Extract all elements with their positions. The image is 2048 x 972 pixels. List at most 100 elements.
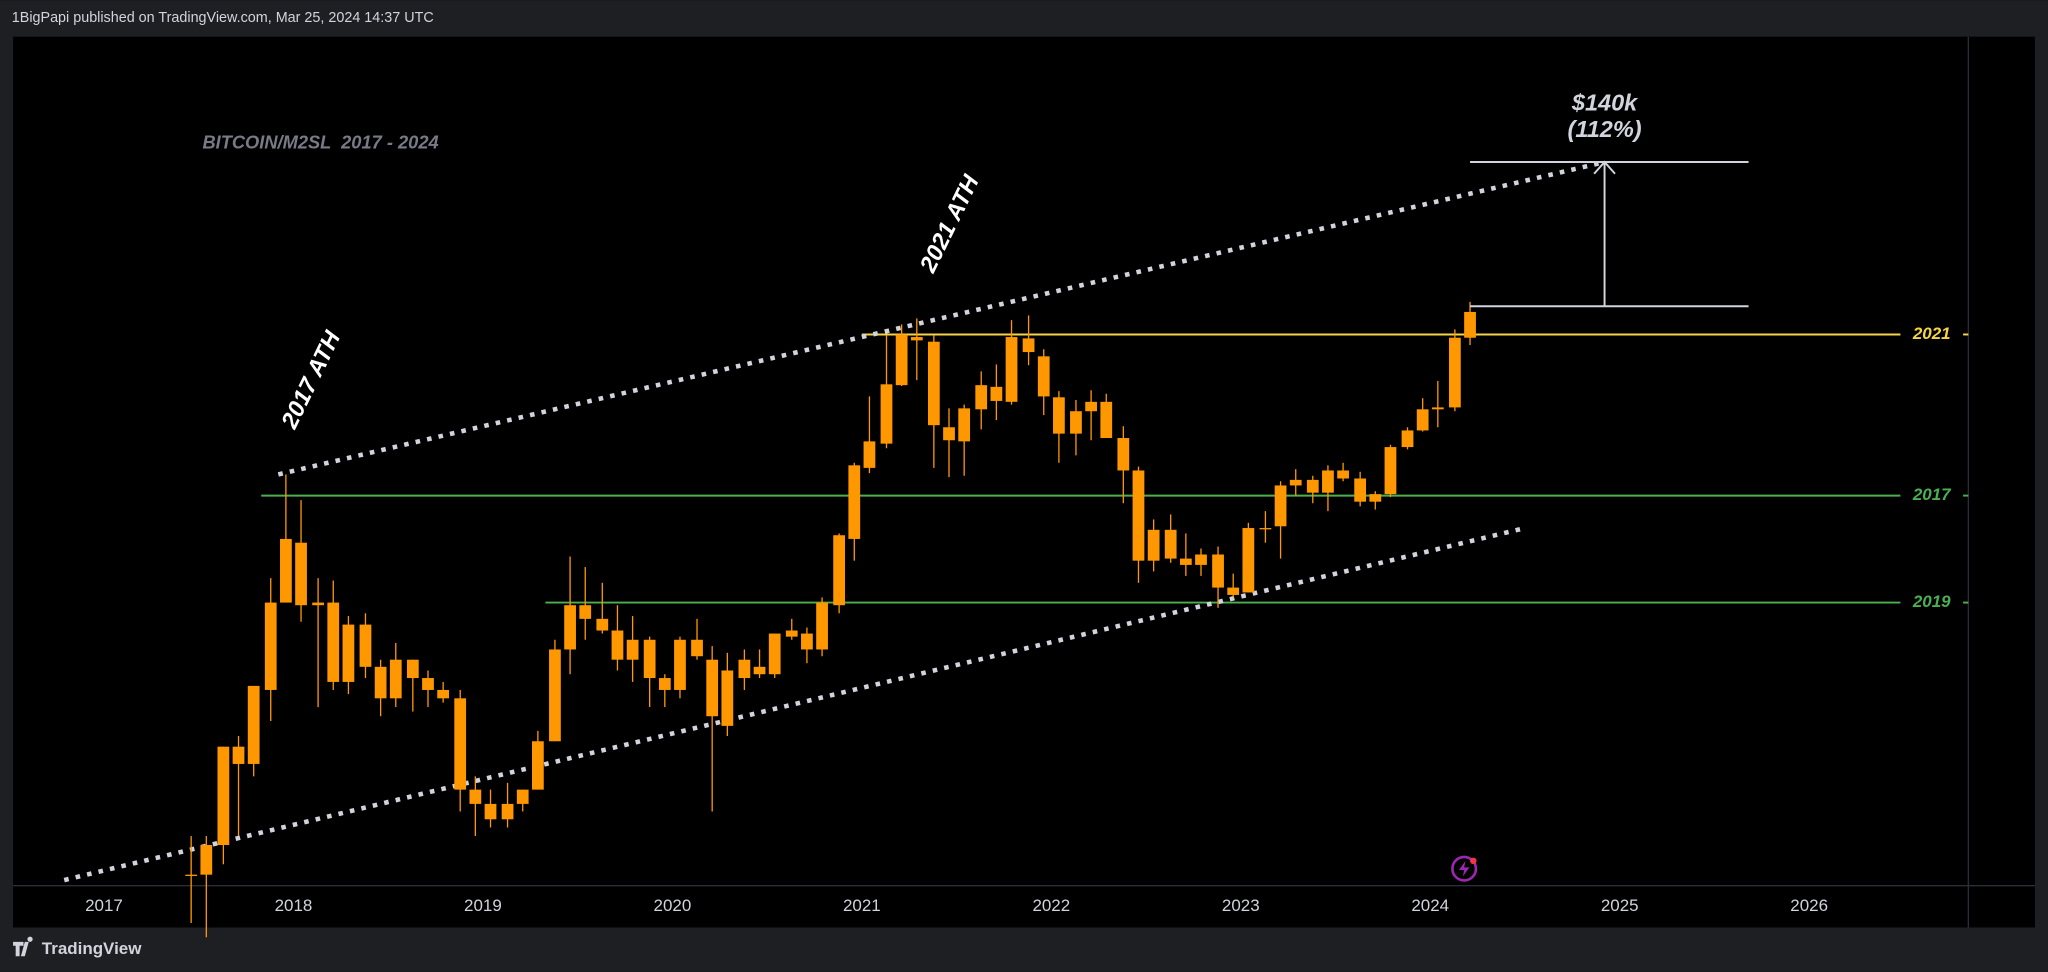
candle	[643, 636, 656, 708]
candle	[1053, 391, 1065, 463]
candle-body	[1354, 478, 1367, 502]
candle	[674, 636, 686, 699]
candle	[501, 782, 514, 828]
candle-body	[1401, 430, 1414, 448]
candle	[927, 335, 940, 468]
candle-body	[1022, 338, 1035, 353]
logo-icon	[13, 936, 33, 957]
candle	[1179, 533, 1192, 576]
candle-body	[674, 639, 686, 690]
candle	[1464, 301, 1476, 346]
candle-body	[516, 789, 529, 804]
x-tick-label: 2018	[275, 896, 313, 915]
level-label: 2017	[1912, 485, 1952, 504]
candle	[1037, 349, 1050, 416]
candle	[327, 580, 340, 690]
candle-body	[1147, 529, 1160, 561]
candle	[342, 616, 355, 695]
candle-body	[1337, 470, 1349, 479]
candle	[863, 396, 876, 474]
x-tick-label: 2019	[464, 896, 502, 915]
candle	[1369, 491, 1382, 510]
candle	[1022, 315, 1035, 366]
candle	[816, 597, 828, 657]
candle-body	[295, 542, 307, 606]
candle-body	[1227, 587, 1240, 595]
candle-body	[706, 659, 719, 717]
candle	[658, 674, 671, 708]
candle	[975, 371, 988, 430]
candle	[295, 500, 307, 622]
candle-body	[1306, 479, 1319, 493]
candle-body	[422, 678, 434, 690]
candle	[359, 613, 372, 679]
candle	[1164, 514, 1177, 563]
candle	[232, 735, 245, 837]
candle	[943, 408, 955, 478]
candle-body	[327, 602, 340, 682]
alert-icon[interactable]	[1451, 855, 1478, 882]
candle	[469, 776, 482, 837]
candle-body	[406, 659, 419, 679]
candle	[596, 582, 609, 634]
candle	[280, 474, 292, 603]
candle	[437, 681, 450, 703]
candle-body	[990, 386, 1003, 401]
chart-title: BITCOIN/M2SL 2017 - 2024	[202, 132, 438, 153]
candle	[374, 659, 387, 717]
candle	[895, 324, 908, 387]
candle	[753, 649, 766, 679]
candle-body	[374, 666, 387, 699]
candle-body	[721, 670, 734, 726]
candle	[1212, 546, 1224, 608]
candle	[1449, 329, 1461, 412]
candle	[611, 605, 624, 671]
candle	[721, 652, 734, 736]
candle-body	[943, 427, 955, 441]
candle	[691, 618, 703, 660]
brand: TradingView	[42, 939, 142, 958]
candle	[1431, 381, 1444, 428]
candle-body	[1259, 528, 1272, 530]
icon-bolt[interactable]	[1458, 860, 1470, 877]
candle	[1242, 522, 1255, 593]
candle-body	[484, 803, 497, 820]
candle-body	[1212, 554, 1224, 588]
candle-body	[768, 633, 781, 675]
candle-body	[626, 639, 639, 660]
projection-sublabel: (112%)	[1568, 116, 1642, 142]
candle	[454, 689, 467, 812]
candle-body	[217, 746, 230, 846]
candle-body	[1431, 407, 1444, 410]
candle	[1354, 471, 1367, 507]
candle	[1384, 444, 1397, 498]
candle-body	[1322, 470, 1334, 493]
candle	[833, 533, 846, 614]
candle	[484, 789, 497, 828]
candle-body	[785, 630, 798, 637]
candle-body	[469, 789, 482, 804]
candle-body	[1449, 337, 1461, 408]
chart-area	[13, 36, 2035, 928]
candle-body	[1037, 356, 1050, 397]
candle	[801, 627, 813, 664]
x-tick-label: 2022	[1032, 896, 1070, 915]
candle-body	[1195, 554, 1207, 565]
candle	[422, 670, 434, 708]
candle	[848, 462, 861, 561]
candle-body	[531, 741, 544, 790]
candle-body	[833, 535, 846, 606]
candle	[1289, 469, 1302, 496]
candle	[1005, 320, 1018, 405]
candle	[531, 730, 544, 790]
icon-ring[interactable]	[1451, 855, 1478, 882]
candle	[312, 578, 324, 708]
candle-body	[927, 341, 940, 426]
candle-body	[1085, 401, 1097, 412]
candle	[1100, 393, 1113, 439]
candle-body	[848, 465, 861, 539]
candle	[1416, 398, 1429, 432]
icon-dot[interactable]	[1470, 857, 1477, 865]
candle-body	[389, 659, 402, 699]
